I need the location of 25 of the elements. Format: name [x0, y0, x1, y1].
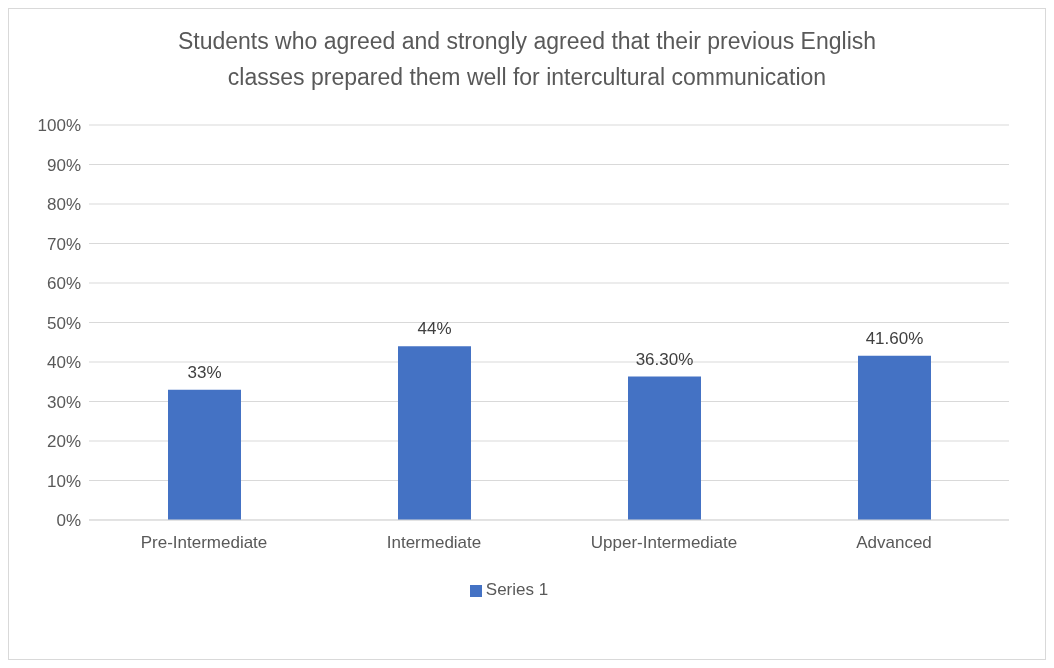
x-tick-label: Intermediate	[386, 533, 482, 553]
y-tick-label: 20%	[46, 432, 81, 452]
y-tick-label: 60%	[46, 274, 81, 294]
bar	[398, 346, 471, 520]
legend-label: Series 1	[485, 580, 549, 599]
y-tick-label: 0%	[56, 511, 81, 531]
x-tick-label: Pre-Intermediate	[140, 533, 268, 553]
y-tick-label: 70%	[46, 234, 81, 254]
data-label: 44%	[417, 319, 452, 339]
bar	[628, 376, 701, 520]
y-tick-label: 40%	[46, 353, 81, 373]
x-tick-label: Advanced	[856, 533, 932, 553]
y-tick-label: 100%	[37, 116, 81, 136]
bar	[858, 355, 931, 520]
data-label: 41.60%	[865, 328, 924, 348]
y-tick-label: 80%	[46, 195, 81, 215]
y-tick-label: 50%	[46, 313, 81, 333]
y-tick-label: 10%	[46, 471, 81, 491]
data-label: 36.30%	[635, 349, 694, 369]
y-tick-label: 30%	[46, 392, 81, 412]
data-label: 33%	[187, 362, 222, 382]
y-tick-label: 90%	[46, 155, 81, 175]
bar	[168, 389, 241, 520]
x-tick-label: Upper-Intermediate	[590, 533, 738, 553]
chart-title: Students who agreed and strongly agreed that their previous English classes prepared them well for intercultural communication	[176, 27, 878, 92]
